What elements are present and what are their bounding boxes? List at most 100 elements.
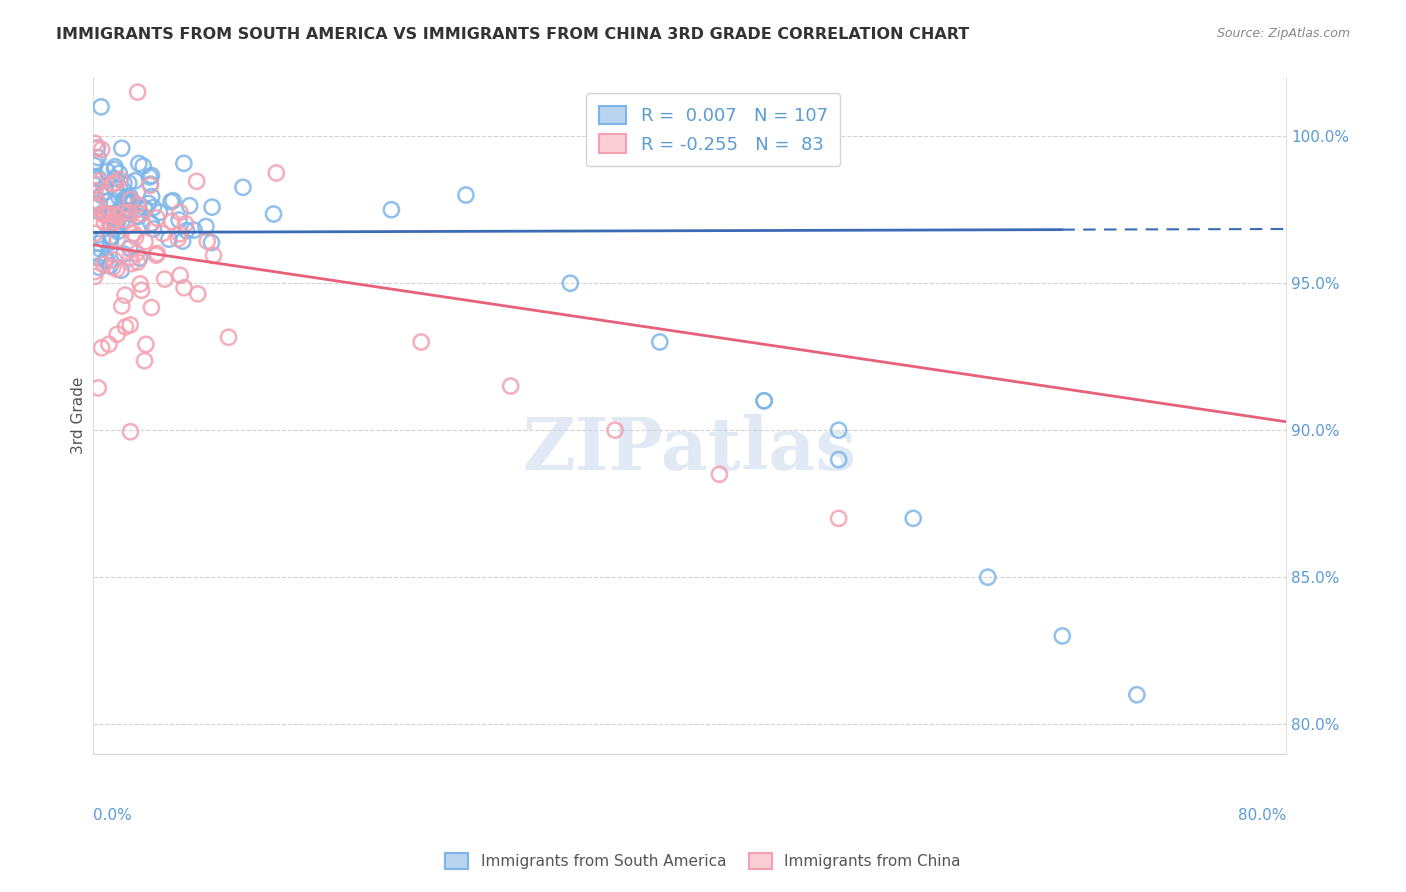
Point (108, 180, 131, 194)
Point (118, 241, 141, 255)
Point (83, 178, 105, 193)
Point (145, 248, 167, 262)
Point (128, 202, 150, 216)
Text: IMMIGRANTS FROM SOUTH AMERICA VS IMMIGRANTS FROM CHINA 3RD GRADE CORRELATION CHA: IMMIGRANTS FROM SOUTH AMERICA VS IMMIGRA… (56, 27, 970, 42)
Point (138, 169, 160, 184)
Point (100, 218, 122, 232)
Point (187, 286, 209, 301)
Point (100, 230, 122, 244)
Point (134, 353, 156, 368)
Point (142, 222, 165, 236)
Point (103, 222, 125, 236)
Point (827, 423, 849, 437)
Point (827, 511, 849, 525)
Point (86, 194, 108, 208)
Point (83, 265, 105, 279)
Point (380, 202, 402, 217)
Point (499, 379, 522, 393)
Point (120, 425, 142, 439)
Point (101, 208, 124, 222)
Text: 80.0%: 80.0% (1237, 807, 1286, 822)
Point (118, 205, 141, 219)
Point (90, 243, 112, 257)
Point (141, 189, 163, 203)
Text: 0.0%: 0.0% (93, 807, 132, 822)
Point (173, 156, 195, 170)
Point (103, 214, 125, 228)
Point (157, 232, 180, 246)
Point (139, 216, 162, 230)
Point (103, 215, 125, 229)
Point (139, 177, 162, 191)
Point (560, 276, 582, 290)
Legend: R =  0.007   N = 107, R = -0.255   N =  83: R = 0.007 N = 107, R = -0.255 N = 83 (586, 94, 841, 166)
Point (139, 178, 162, 193)
Point (186, 174, 208, 188)
Point (90, 142, 112, 156)
Point (108, 166, 131, 180)
Point (101, 177, 124, 191)
Point (454, 188, 477, 202)
Point (179, 199, 201, 213)
Point (105, 219, 128, 233)
Point (98, 217, 121, 231)
Point (108, 191, 131, 205)
Point (167, 213, 190, 227)
Point (94, 253, 117, 268)
Point (97, 194, 120, 208)
Point (120, 193, 142, 207)
Point (146, 211, 169, 225)
Point (84, 244, 107, 259)
Point (146, 246, 169, 260)
Point (112, 176, 135, 190)
Point (104, 182, 127, 196)
Point (162, 194, 184, 208)
Point (232, 180, 254, 194)
Point (83, 200, 105, 214)
Point (263, 207, 285, 221)
Point (131, 283, 153, 297)
Point (100, 230, 122, 244)
Point (138, 196, 160, 211)
Point (110, 263, 132, 277)
Point (104, 171, 127, 186)
Point (122, 227, 145, 241)
Point (114, 288, 136, 302)
Point (167, 232, 190, 246)
Text: Source: ZipAtlas.com: Source: ZipAtlas.com (1216, 27, 1350, 40)
Point (103, 208, 125, 222)
Point (117, 192, 139, 206)
Point (118, 196, 141, 211)
Point (104, 206, 127, 220)
Point (84, 227, 107, 241)
Point (127, 85, 149, 99)
Point (120, 318, 142, 332)
Point (83, 198, 105, 212)
Point (129, 207, 152, 221)
Point (603, 423, 626, 437)
Point (120, 251, 142, 265)
Point (108, 172, 131, 186)
Point (98, 235, 121, 250)
Point (104, 162, 127, 177)
Point (89, 197, 111, 211)
Point (90, 100, 112, 114)
Point (94, 179, 117, 194)
Point (101, 260, 124, 275)
Point (83, 159, 105, 173)
Point (125, 246, 148, 260)
Point (117, 206, 139, 220)
Point (132, 159, 155, 173)
Point (105, 327, 128, 342)
Point (89, 260, 111, 275)
Point (83, 136, 105, 151)
Point (709, 467, 731, 482)
Point (110, 214, 132, 228)
Point (176, 224, 198, 238)
Point (112, 247, 135, 261)
Point (86, 251, 108, 265)
Point (87, 151, 110, 165)
Point (103, 209, 125, 223)
Point (118, 194, 141, 209)
Point (90, 341, 112, 355)
